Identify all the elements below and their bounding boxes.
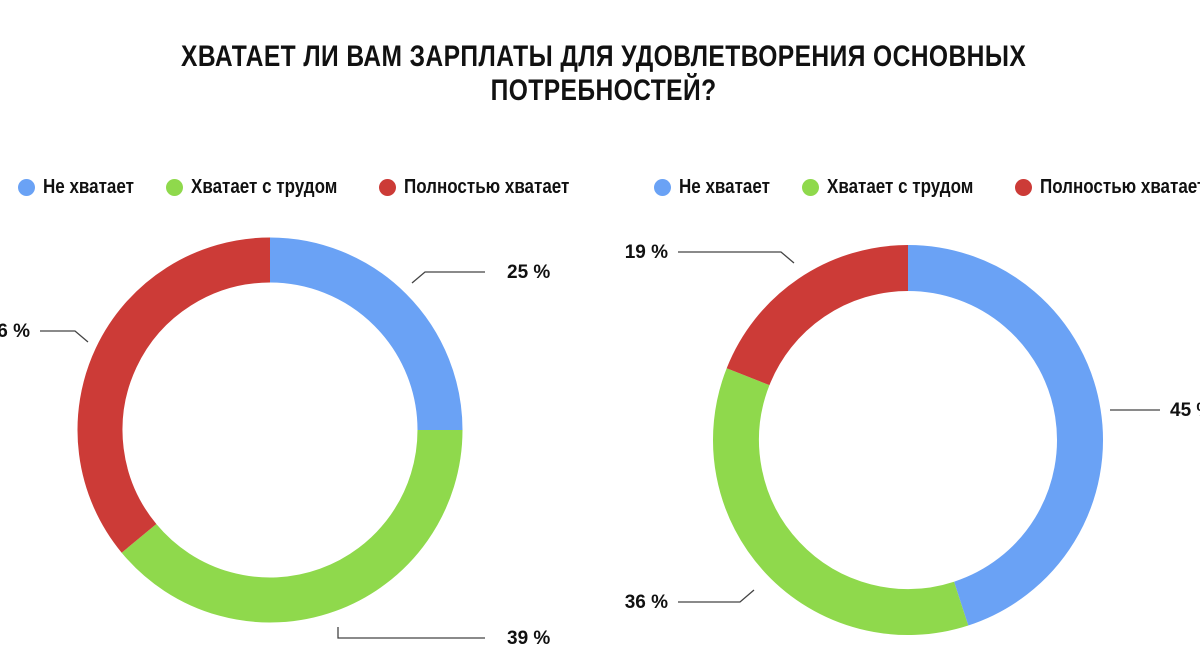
leader-line	[678, 589, 755, 603]
legend-label: Хватает с трудом	[190, 176, 338, 198]
leader-line	[411, 271, 485, 284]
legend-item-barely-enough: Хватает с трудом	[801, 176, 999, 199]
data-label: 25 %	[507, 262, 550, 283]
data-label: 45 %	[1170, 400, 1200, 421]
leader-line	[337, 627, 485, 639]
data-label: 19 %	[625, 242, 668, 263]
donut-slice	[121, 429, 463, 623]
donut-slice	[907, 245, 1103, 626]
data-label: 36 %	[625, 592, 668, 613]
legend-dot	[1015, 179, 1033, 196]
data-label: 36 %	[0, 321, 30, 342]
legend-label: Полностью хватает	[404, 176, 570, 198]
leader-line	[40, 330, 89, 343]
donut-chart-left: Не хватает Хватает с трудом Полностью хв…	[0, 0, 580, 655]
legend-label: Не хватает	[43, 176, 134, 198]
donut-slice	[713, 368, 969, 635]
donut-slice	[77, 237, 271, 553]
legend-item-barely-enough: Хватает с трудом	[165, 176, 363, 199]
donut-slice	[269, 237, 463, 431]
legend-item-not-enough: Не хватает	[654, 176, 786, 199]
page-title: ХВАТАЕТ ЛИ ВАМ ЗАРПЛАТЫ ДЛЯ УДОВЛЕТВОРЕН…	[181, 40, 1027, 107]
legend-label: Полностью хватает	[1040, 176, 1200, 198]
chart-legend: Не хватает Хватает с трудом Полностью хв…	[18, 176, 615, 199]
legend-item-not-enough: Не хватает	[18, 176, 150, 199]
legend-item-fully-enough: Полностью хватает	[1015, 176, 1200, 199]
legend-dot	[18, 179, 35, 196]
leader-line	[678, 251, 795, 264]
donut-chart-right: Не хватает Хватает с трудом Полностью хв…	[620, 0, 1200, 655]
legend-label: Хватает с трудом	[826, 176, 974, 198]
donut-slice	[726, 245, 909, 386]
legend-dot	[379, 179, 397, 196]
donut-svg: 25 % 39 % 36 %	[0, 237, 550, 649]
legend-dot	[654, 179, 671, 196]
legend-label: Не хватает	[679, 176, 770, 198]
data-label: 39 %	[507, 628, 550, 649]
chart-legend: Не хватает Хватает с трудом Полностью хв…	[654, 176, 1200, 199]
legend-dot	[801, 179, 819, 196]
donut-svg: 45 % 36 % 19 %	[625, 242, 1200, 635]
legend-dot	[165, 179, 183, 196]
legend-item-fully-enough: Полностью хватает	[379, 176, 599, 199]
